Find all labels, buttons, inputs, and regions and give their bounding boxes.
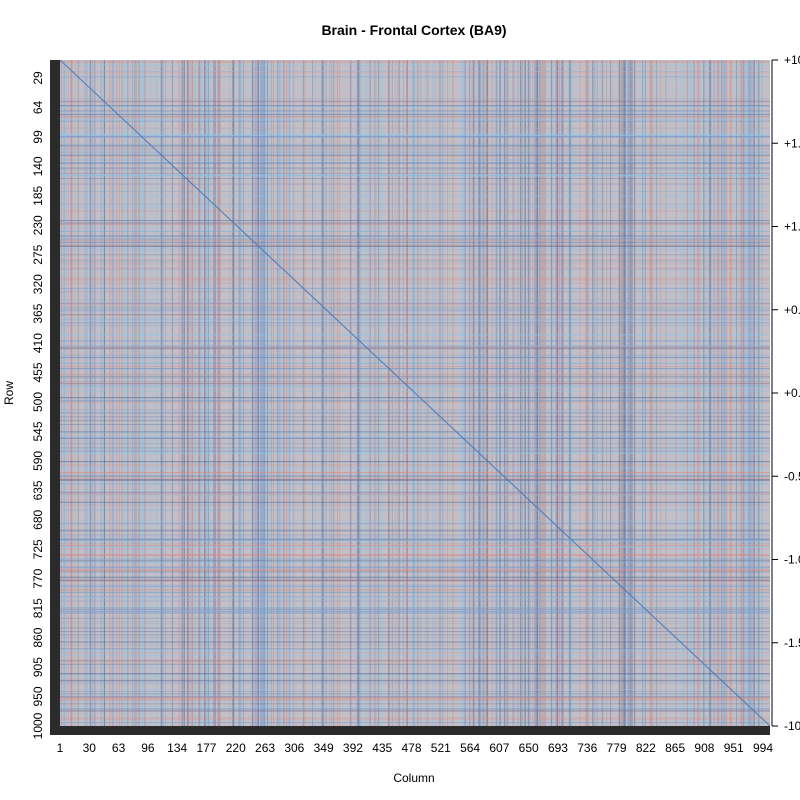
y-tick-label: 590 [31, 451, 45, 471]
x-tick-label: 521 [431, 741, 451, 755]
x-tick-label: 1 [57, 741, 64, 755]
x-tick-label: 306 [284, 741, 304, 755]
x-tick-label: 607 [489, 741, 509, 755]
colorbar-tick-label: -1.5 [784, 636, 800, 650]
x-tick-label: 435 [372, 741, 392, 755]
x-tick-label: 134 [167, 741, 187, 755]
row-dendrogram-bar [50, 60, 60, 730]
x-tick-label: 865 [665, 741, 685, 755]
x-tick-label: 564 [460, 741, 480, 755]
y-tick-label: 905 [31, 657, 45, 677]
y-tick-label: 635 [31, 480, 45, 500]
heatmap-cells [60, 60, 770, 726]
colorbar-tick-label: +0. [784, 303, 800, 317]
x-tick-label: 951 [724, 741, 744, 755]
x-tick-label: 736 [577, 741, 597, 755]
column-bar-strip [50, 726, 770, 735]
x-tick-label: 994 [753, 741, 773, 755]
colorbar-ticks: +10 +1. +1. +0. +0. -0.5 -1.0 -1.5 -10 [772, 53, 800, 733]
y-tick-label: 815 [31, 598, 45, 618]
x-tick-label: 908 [694, 741, 714, 755]
y-tick-label: 545 [31, 421, 45, 441]
y-tick-label: 410 [31, 333, 45, 353]
x-tick-label: 220 [226, 741, 246, 755]
y-tick-label: 230 [31, 215, 45, 235]
colorbar-tick-label: +0. [784, 386, 800, 400]
y-tick-label: 455 [31, 362, 45, 382]
colorbar-tick-label: +1. [784, 220, 800, 234]
y-tick-label: 29 [31, 71, 45, 85]
x-tick-label: 177 [196, 741, 216, 755]
y-tick-label: 725 [31, 539, 45, 559]
x-tick-label: 63 [112, 741, 126, 755]
y-tick-label: 860 [31, 627, 45, 647]
y-tick-label: 275 [31, 244, 45, 264]
column-dendrogram-bar [50, 726, 770, 735]
x-tick-label: 263 [255, 741, 275, 755]
x-tick-label: 478 [401, 741, 421, 755]
y-tick-label: 950 [31, 686, 45, 706]
y-tick-label: 320 [31, 274, 45, 294]
y-tick-label: 680 [31, 509, 45, 529]
y-tick-label: 1000 [31, 712, 45, 739]
x-axis-ticks: 1 30 63 96 134 177 220 263 306 349 392 435 478 521 564… [57, 741, 774, 755]
chart-title: Brain - Frontal Cortex (BA9) [321, 22, 506, 38]
x-tick-label: 96 [141, 741, 155, 755]
colorbar-tick-label: -1.0 [784, 553, 800, 567]
y-tick-label: 64 [31, 101, 45, 115]
y-tick-label: 185 [31, 185, 45, 205]
x-tick-label: 693 [548, 741, 568, 755]
y-axis-ticks: 29 64 99 140 185 230 275 320 365 410 455 500 545 590 6… [31, 71, 45, 739]
colorbar-tick-label: +1. [784, 136, 800, 150]
x-tick-label: 822 [636, 741, 656, 755]
colorbar-tick-label: -10 [784, 719, 800, 733]
x-tick-label: 650 [519, 741, 539, 755]
row-bar-strip [50, 60, 60, 730]
x-tick-label: 349 [314, 741, 334, 755]
y-tick-label: 500 [31, 392, 45, 412]
y-tick-label: 99 [31, 130, 45, 144]
x-tick-label: 30 [83, 741, 97, 755]
colorbar-tick-label: -0.5 [784, 469, 800, 483]
y-axis-label: Row [2, 381, 16, 405]
x-tick-label: 779 [607, 741, 627, 755]
y-tick-label: 770 [31, 568, 45, 588]
y-tick-label: 140 [31, 156, 45, 176]
x-tick-label: 392 [343, 741, 363, 755]
x-axis-label: Column [393, 771, 434, 785]
heatmap-diagonal [60, 60, 770, 726]
colorbar-tick-label: +10 [784, 53, 800, 67]
y-tick-label: 365 [31, 303, 45, 323]
